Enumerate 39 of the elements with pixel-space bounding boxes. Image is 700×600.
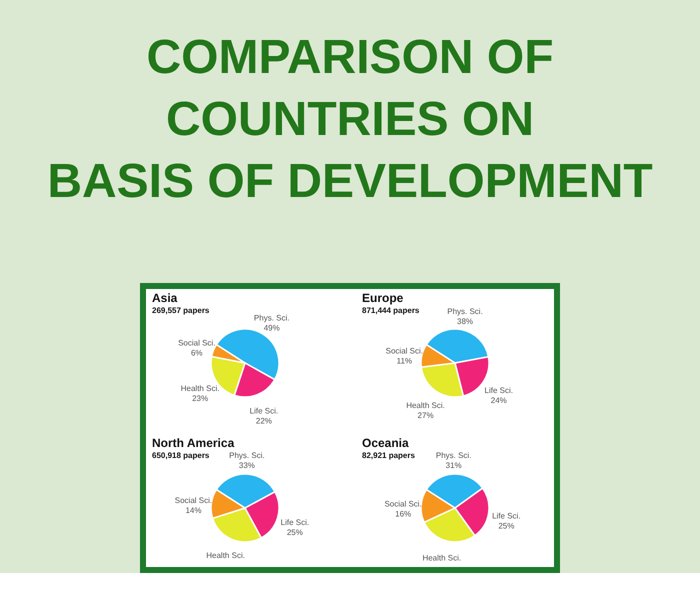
slice-label: Health Sci. xyxy=(206,551,245,560)
chart-subtitle: 871,444 papers xyxy=(362,306,420,315)
data-label: 38% xyxy=(457,316,474,326)
chart-subtitle: 269,557 papers xyxy=(152,306,210,315)
chart-title: North America xyxy=(152,436,235,450)
data-label: 31% xyxy=(446,461,462,470)
slice-label: Phys. Sci. xyxy=(436,451,472,460)
data-label: 27% xyxy=(418,410,434,420)
slice-label: Health Sci. xyxy=(180,384,220,394)
chart-subtitle: 650,918 papers xyxy=(152,451,210,460)
data-label: 16% xyxy=(395,509,412,518)
chart-subtitle: 82,921 papers xyxy=(362,451,416,460)
data-label: 23% xyxy=(192,394,208,404)
slice-label: Life Sci. xyxy=(280,518,310,527)
slice-label: Health Sci. xyxy=(406,400,445,410)
slice-label: Phys. Sci. xyxy=(229,451,265,460)
data-label: 14% xyxy=(185,506,202,516)
slice-label: Life Sci. xyxy=(492,511,521,520)
text: COMPARISON OF COUNTRIES ON BASIS OF DEVELOPMENT xyxy=(47,31,653,208)
data-label: 22% xyxy=(256,416,272,426)
data-label: 24% xyxy=(490,396,507,406)
data-label: 6% xyxy=(190,348,203,358)
data-label: 25% xyxy=(498,521,514,530)
slice-label: Social Sci. xyxy=(384,499,422,508)
slice-label: Social Sci. xyxy=(386,346,423,356)
slice-label: Health Sci. xyxy=(422,553,462,562)
slice-label: Phys. Sci. xyxy=(254,313,290,322)
chart-title: Europe xyxy=(362,291,404,305)
data-label: 25% xyxy=(286,528,303,537)
data-label: 33% xyxy=(238,461,255,470)
chart-title: Asia xyxy=(152,291,178,305)
slice-label: Social Sci. xyxy=(174,496,212,506)
slice-label: Life Sci. xyxy=(484,386,513,396)
data-label: 49% xyxy=(264,323,280,332)
chart-title: Oceania xyxy=(362,436,410,450)
data-label: 11% xyxy=(396,356,412,366)
slice-label: Phys. Sci. xyxy=(447,306,483,316)
slice-label: Life Sci. xyxy=(250,406,278,416)
slice-label: Social Sci. xyxy=(178,338,216,348)
